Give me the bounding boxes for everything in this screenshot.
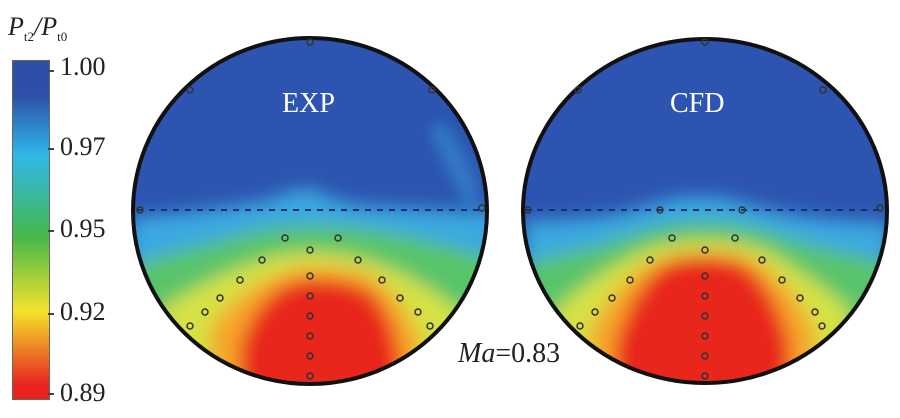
colorbar-tick-mark (48, 313, 54, 315)
exp-plot-label: EXP (282, 88, 335, 119)
colorbar-tick-label: 0.95 (60, 214, 106, 243)
colorbar-tick-mark (48, 393, 54, 395)
mach-number-label: Ma=0.83 (458, 338, 561, 369)
legend-title: Pt2/Pt0 (8, 12, 68, 45)
exp-contour-plot: EXP (131, 36, 489, 386)
colorbar-tick-mark (48, 148, 54, 150)
cfd-plot-label: CFD (670, 88, 724, 119)
cfd-contour-plot: CFD (521, 37, 889, 385)
colorbar-tick-label: 0.89 (60, 378, 106, 407)
colorbar-tick-mark (48, 70, 54, 72)
colorbar (12, 60, 50, 400)
colorbar-tick-mark (48, 230, 54, 232)
colorbar-tick-label: 1.00 (60, 52, 106, 81)
colorbar-tick-label: 0.92 (60, 297, 106, 326)
colorbar-tick-label: 0.97 (60, 132, 106, 161)
